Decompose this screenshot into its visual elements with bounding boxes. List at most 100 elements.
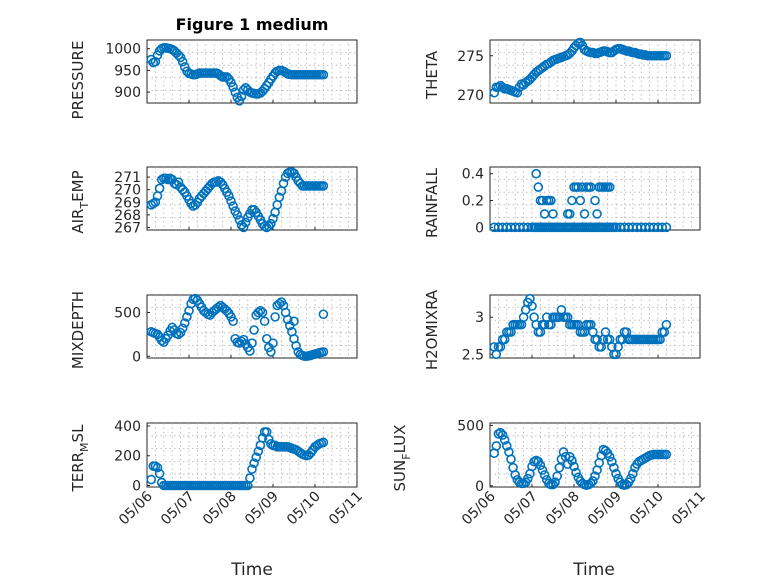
data-point: [546, 195, 556, 206]
data-point: [499, 435, 510, 445]
data-point: [266, 218, 276, 229]
plot-area-rainfall: [489, 166, 701, 231]
data-point: [180, 318, 190, 328]
data-point: [606, 456, 617, 467]
data-point: [510, 470, 521, 480]
ytick-label: 0.2: [462, 194, 484, 210]
data-point: [609, 462, 619, 473]
ytick-label: 0: [475, 479, 484, 495]
ylabel-air-temp-main: AIR: [69, 209, 87, 234]
ytick-label: 200: [114, 449, 141, 465]
ylabel-sun-flux: SUNFLUX: [391, 425, 413, 492]
data-point: [554, 462, 565, 473]
data-point: [495, 427, 506, 438]
data-point: [240, 217, 251, 228]
ylabel-air-temp-sub: T: [78, 202, 91, 210]
data-point: [571, 467, 581, 478]
data-point: [550, 477, 560, 487]
data-point: [255, 305, 266, 316]
data-point: [232, 210, 243, 220]
data-point: [282, 314, 293, 325]
data-point: [564, 209, 575, 219]
data-point: [569, 461, 579, 472]
data-point: [661, 50, 672, 61]
data-point: [253, 446, 264, 457]
series-pressure: [146, 43, 329, 106]
xtick-label: 05/07: [501, 489, 541, 529]
xlabel-left: Time: [230, 560, 273, 580]
data-point: [261, 333, 272, 344]
ylabel-air-temp: AIRTEMP: [69, 170, 91, 233]
data-point: [318, 437, 329, 448]
data-point: [238, 85, 249, 95]
data-point: [604, 182, 615, 192]
data-point: [263, 221, 274, 232]
data-point: [627, 468, 638, 479]
series-rainfall: [489, 168, 672, 233]
subplot-rainfall: 0 0.2 0.4: [462, 166, 701, 236]
ylabel-theta: THETA: [423, 50, 441, 100]
series-sun_flux: [489, 427, 672, 490]
ytick-label: 0.4: [462, 167, 484, 183]
data-point: [590, 471, 600, 481]
ylabel-terr-main: TERR: [69, 452, 87, 493]
ytick-label: 2.5: [462, 347, 484, 363]
data-point: [152, 462, 163, 473]
ytick-label: 3: [475, 310, 484, 326]
data-point: [318, 347, 329, 357]
data-point: [228, 82, 238, 92]
data-point: [270, 312, 280, 322]
data-point: [268, 213, 278, 224]
data-point: [548, 209, 558, 219]
ytick-label: 270: [457, 88, 484, 104]
chart-title: Figure 1 medium: [176, 15, 329, 34]
xtick-label: 05/11: [326, 489, 366, 529]
data-point: [527, 301, 537, 311]
data-point: [512, 87, 523, 98]
ytick-label: 269: [114, 195, 141, 211]
subplot-mixdepth: 0 500: [114, 293, 358, 365]
data-point: [249, 325, 259, 335]
data-point: [289, 316, 299, 327]
data-point: [154, 183, 165, 194]
series-theta: [489, 37, 672, 98]
data-point: [318, 309, 329, 320]
data-point: [177, 56, 188, 67]
xtick-label: 05/07: [158, 489, 198, 529]
data-point: [588, 476, 598, 486]
ytick-label: 950: [114, 63, 141, 79]
data-point: [657, 222, 668, 233]
data-point: [491, 441, 502, 451]
ylabel-air-temp-rest: EMP: [69, 170, 87, 201]
ylabel-terr-rest: SL: [69, 424, 87, 443]
ytick-label: 275: [457, 49, 484, 65]
xtick-label: 05/09: [585, 489, 625, 529]
data-point: [579, 209, 590, 219]
ytick-label: 1000: [105, 42, 141, 58]
data-point: [182, 312, 192, 322]
data-point: [213, 302, 224, 313]
data-point: [146, 474, 156, 485]
ylabel-sun-sub: F: [400, 453, 413, 459]
data-point: [531, 168, 542, 179]
data-point: [552, 471, 563, 481]
ylabel-terr-msl: TERRMSL: [69, 424, 91, 493]
ytick-label: 500: [114, 306, 141, 322]
data-point: [251, 452, 262, 463]
xtick-label: 05/08: [200, 489, 240, 529]
data-point: [575, 195, 586, 206]
data-point: [604, 452, 615, 462]
data-point: [150, 197, 161, 208]
subplot-h2omixra: 2.53: [462, 293, 701, 363]
data-point: [173, 50, 184, 61]
data-point: [150, 56, 161, 67]
series-mixdepth: [146, 293, 329, 362]
ylabel-sun-rest: LUX: [391, 425, 409, 454]
xtick-label: 05/10: [627, 489, 667, 529]
series-air_temp: [146, 167, 329, 233]
data-point: [592, 209, 602, 219]
data-point: [230, 87, 240, 97]
data-point: [318, 181, 329, 191]
ytick-label: 268: [114, 208, 141, 224]
